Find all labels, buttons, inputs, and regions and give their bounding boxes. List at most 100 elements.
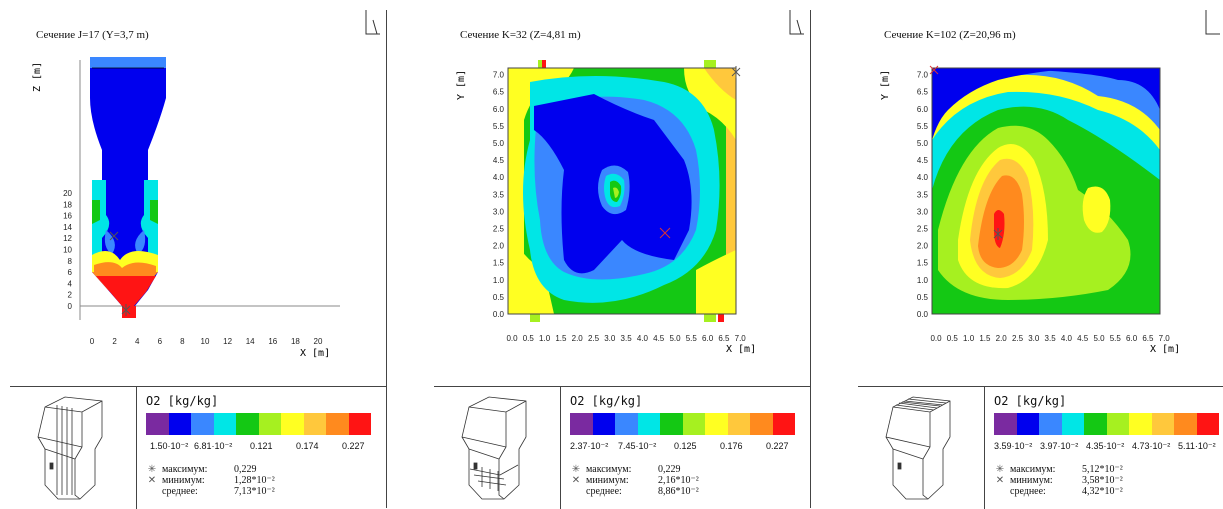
max-value: 5,12*10⁻² [1082,464,1123,475]
colorbar-tick: 0.176 [720,441,743,451]
y-tick-label: 4.0 [917,173,929,182]
colorbar-swatch [146,413,169,435]
colorbar-swatch [168,413,191,435]
y-tick-label: 6.5 [917,88,929,97]
corner-mark-icon [365,10,380,35]
x-tick-label: 7.0 [1159,334,1171,343]
legend-panel: O2 [kg/kg] 3.59·10⁻² 3.97·10⁻² 4.35·10⁻²… [858,386,1223,509]
max-symbol-icon: ✳ [995,464,1005,475]
avg-value: 7,13*10⁻² [234,486,275,497]
y-tick-label: 14 [63,223,72,232]
max-label: максимум: [586,464,632,475]
x-tick-label: 2.0 [572,334,584,343]
x-axis-label: X [m] [726,344,756,355]
min-value: 2,16*10⁻² [658,475,699,486]
colorbar-swatch [592,413,615,435]
x-tick-label: 0.0 [506,334,518,343]
y-tick-label: 12 [63,234,72,243]
colorbar-ticks: 2.37·10⁻² 7.45·10⁻² 0.125 0.176 0.227 [570,441,806,453]
x-tick-label: 0.0 [930,334,942,343]
x-tick-label: 3.0 [1028,334,1040,343]
colorbar-swatch [1039,413,1062,435]
y-tick-label: 0.5 [493,293,505,302]
colorbar-tick: 5.11·10⁻² [1178,441,1216,451]
section-title: Сечение K=102 (Z=20,96 m) [884,29,1016,41]
x-tick-label: 6.0 [702,334,714,343]
min-label: минимум: [586,475,629,486]
x-tick-label: 4.5 [653,334,665,343]
y-tick-label: 4.0 [493,173,505,182]
avg-value: 8,86*10⁻² [658,486,699,497]
panel-section-k32: 0.0 0.5 1.0 1.5 2.0 2.5 3.0 3.5 4.0 4.5 5.0 5.5 6.0 6… [434,10,811,509]
colorbar-swatch [281,413,304,435]
field-j17 [90,57,166,318]
colorbar-swatch [994,413,1017,435]
max-symbol-icon: ✳ [147,464,157,475]
max-value: 0,229 [234,464,257,475]
max-marker-icon [993,228,1003,240]
colorbar-swatch [615,413,638,435]
contour-plot-k102: 0.0 0.5 1.0 1.5 2.0 2.5 3.0 3.5 4.0 4.5 5.0 5.5 6.0 6… [880,10,1220,355]
boiler-outline-icon [37,396,103,500]
colorbar-tick: 6.81·10⁻² [194,441,233,451]
colorbar-swatch [1106,413,1129,435]
x-tick-label: 3.5 [1045,334,1057,343]
colorbar-swatch [326,413,349,435]
x-tick-label: 6.5 [1142,334,1154,343]
avg-label: среднее: [586,486,622,497]
y-tick-label: 5.5 [493,122,505,131]
x-tick-label: 1.5 [555,334,567,343]
colorbar-swatch [637,413,660,435]
x-tick-label: 2 [112,337,117,346]
y-tick-label: 7.0 [493,71,505,80]
colorbar-swatch [570,413,593,435]
x-axis-label: X [m] [300,348,330,359]
colorbar-tick: 4.35·10⁻² [1086,441,1125,451]
avg-label: среднее: [1010,486,1046,497]
min-label: минимум: [1010,475,1053,486]
min-symbol-icon: ✕ [147,475,157,486]
y-tick-label: 1.5 [493,259,505,268]
y-tick-label: 3.0 [917,207,929,216]
field-k102 [931,67,1161,315]
min-symbol-icon: ✕ [995,475,1005,486]
corner-mark-icon [1205,10,1220,35]
colorbar-tick: 0.227 [766,441,789,451]
y-tick-label: 4.5 [917,156,929,165]
colorbar-swatch [1151,413,1174,435]
max-value: 0,229 [658,464,681,475]
colorbar [994,413,1219,435]
y-tick-label: 10 [63,246,72,255]
x-tick-label: 2.0 [996,334,1008,343]
colorbar-ticks: 3.59·10⁻² 3.97·10⁻² 4.35·10⁻² 4.73·10⁻² … [994,441,1220,453]
y-tick-label: 0.0 [917,310,929,319]
x-tick-label: 6.5 [718,334,730,343]
x-tick-label: 12 [223,337,232,346]
x-tick-label: 0.5 [947,334,959,343]
colorbar-tick: 1.50·10⁻² [150,441,189,451]
x-tick-label: 16 [268,337,277,346]
y-tick-label: 1.0 [917,276,929,285]
min-marker-icon [109,231,119,241]
colorbar-swatch [1061,413,1084,435]
x-tick-label: 1.0 [539,334,551,343]
x-tick-label: 18 [291,337,300,346]
y-tick-label: 2.5 [493,225,505,234]
x-tick-label: 5.5 [1110,334,1122,343]
max-marker-icon [121,304,131,316]
y-axis-label: Y [m] [880,70,891,100]
colorbar-tick: 0.174 [296,441,319,451]
y-tick-label: 6.5 [493,88,505,97]
colorbar-tick: 2.37·10⁻² [570,441,609,451]
y-tick-label: 20 [63,189,72,198]
x-tick-label: 6.0 [1126,334,1138,343]
panel-section-k102: 0.0 0.5 1.0 1.5 2.0 2.5 3.0 3.5 4.0 4.5 5.0 5.5 6.0 6… [858,10,1223,509]
contour-plot-j17: 0 2 4 6 8 10 12 14 16 18 20 0 2 4 6 8 10 12 14 16 18 20 Z [m… [32,10,380,359]
y-tick-label: 0 [68,302,73,311]
corner-mark-icon [789,10,804,35]
colorbar-tick: 0.227 [342,441,365,451]
y-tick-label: 3.0 [493,207,505,216]
y-tick-label: 0.0 [493,310,505,319]
boiler-thumbnail [858,387,985,509]
min-label: минимум: [162,475,205,486]
